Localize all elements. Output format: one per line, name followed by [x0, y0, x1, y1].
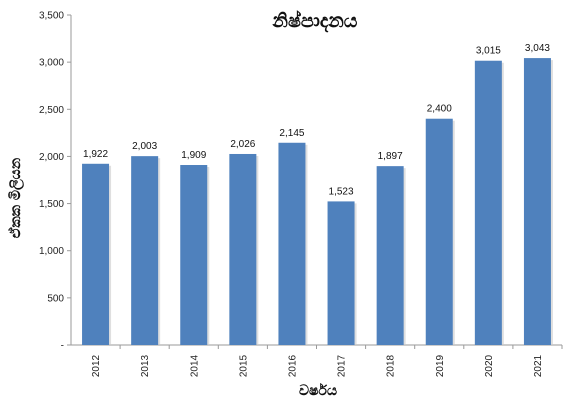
y-tick-label: - [61, 341, 64, 352]
bar [376, 166, 404, 345]
y-tick-label: 2,000 [39, 152, 64, 163]
data-label: 2,003 [132, 141, 157, 152]
bar [523, 58, 551, 346]
bar [278, 142, 306, 345]
x-tick-label: 2015 [238, 354, 249, 377]
data-label: 1,922 [83, 149, 108, 160]
x-tick-label: 2020 [484, 354, 495, 377]
x-tick-label: 2014 [189, 354, 200, 377]
bar [82, 163, 110, 345]
x-tick-label: 2017 [337, 354, 348, 377]
data-label: 3,015 [476, 46, 501, 57]
x-tick-label: 2018 [386, 354, 397, 377]
data-label: 2,145 [279, 128, 304, 139]
y-tick-label: 2,500 [39, 105, 64, 116]
data-label: 2,400 [427, 104, 452, 115]
x-tick-label: 2021 [533, 354, 544, 377]
x-tick-label: 2019 [435, 354, 446, 377]
data-label: 3,043 [525, 43, 550, 54]
bar [474, 60, 502, 345]
plot-area: - 500 1,000 1,500 2,000 2,500 3,000 3,500 1,922 2… [39, 11, 563, 377]
y-axis-title: ඒකක මිලියන [7, 157, 25, 238]
x-tick-label: 2013 [140, 354, 151, 377]
bar [327, 201, 355, 345]
y-tick-label: 1,500 [39, 199, 64, 210]
bar [131, 156, 159, 345]
bar [229, 153, 257, 345]
bar [180, 165, 208, 345]
chart-title: නිෂ්පාදනය [272, 10, 358, 33]
x-tick-label: 2012 [91, 354, 102, 377]
x-tick-label: 2016 [287, 354, 298, 377]
data-label: 1,523 [329, 186, 354, 197]
y-tick-label: 3,500 [39, 11, 64, 22]
y-tick-label: 1,000 [39, 246, 64, 257]
y-tick-label: 3,000 [39, 58, 64, 69]
data-label: 1,909 [181, 150, 206, 161]
y-tick-label: 500 [47, 293, 64, 304]
data-label: 2,026 [230, 139, 255, 150]
x-axis-title: වර්ෂය [299, 382, 337, 399]
bar [425, 118, 453, 345]
data-label: 1,897 [378, 151, 403, 162]
